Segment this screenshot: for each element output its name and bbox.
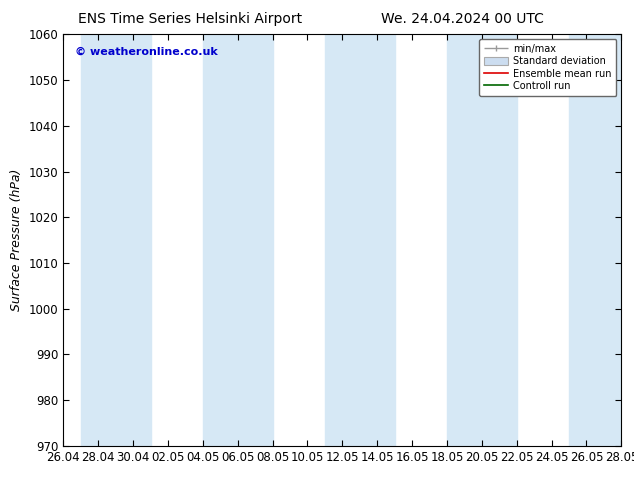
Legend: min/max, Standard deviation, Ensemble mean run, Controll run: min/max, Standard deviation, Ensemble me… (479, 39, 616, 96)
Bar (447, 34, 517, 446)
Y-axis label: Surface Pressure (hPa): Surface Pressure (hPa) (10, 169, 23, 311)
Bar (325, 34, 394, 446)
Text: We. 24.04.2024 00 UTC: We. 24.04.2024 00 UTC (382, 12, 544, 26)
Bar (81, 34, 150, 446)
Text: © weatheronline.co.uk: © weatheronline.co.uk (75, 47, 217, 57)
Bar (203, 34, 273, 446)
Text: ENS Time Series Helsinki Airport: ENS Time Series Helsinki Airport (78, 12, 302, 26)
Bar (569, 34, 634, 446)
